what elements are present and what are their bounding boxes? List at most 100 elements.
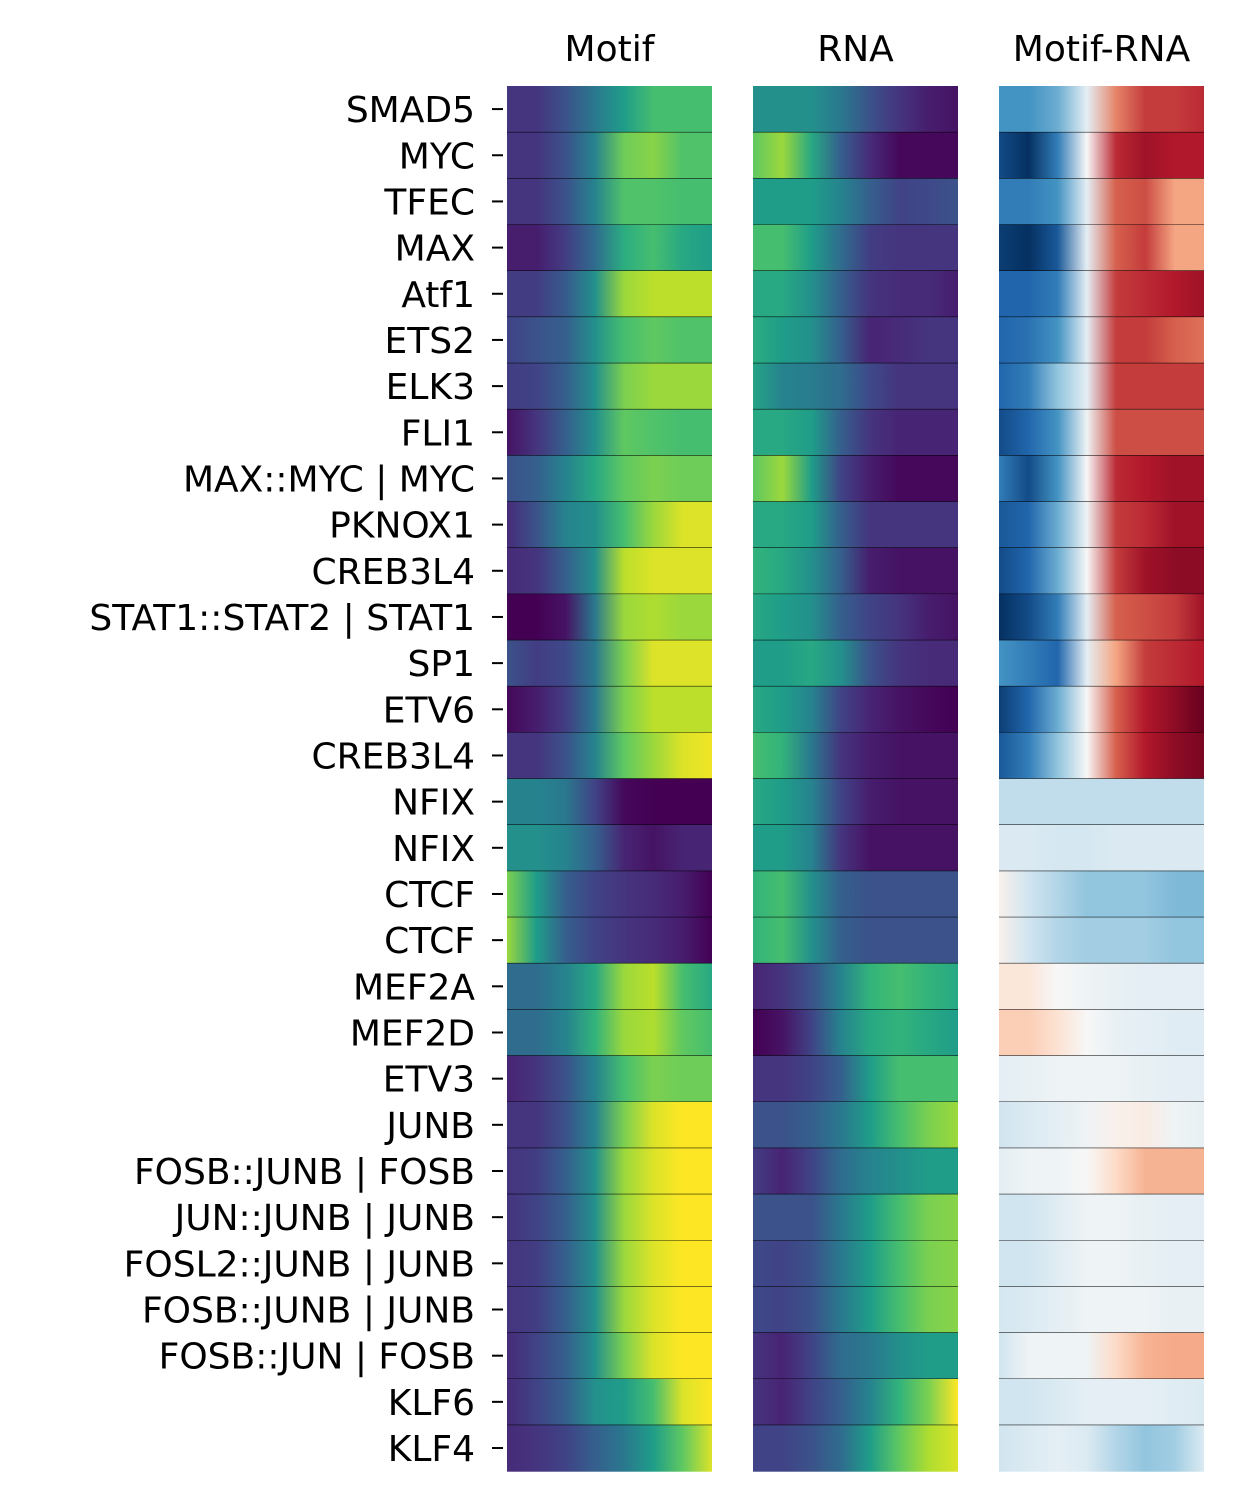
row-label: CTCF [384,921,475,962]
row-label: MEF2A [353,967,475,1008]
heatmap-row [999,409,1204,456]
heatmap-row [507,870,712,918]
row-label: FLI1 [401,413,475,454]
heatmap-row [753,824,958,872]
heatmap-row [999,1240,1204,1288]
row-label: NFIX [392,783,475,824]
row-label: ELK3 [386,367,475,408]
panel-title-1: Motif [565,29,656,70]
heatmap-row [753,870,958,918]
heatmap-row [999,870,1204,918]
row-label: PKNOX1 [329,506,475,547]
heatmap-row [507,686,712,733]
heatmap-row [753,1424,958,1472]
heatmap-row [999,178,1204,226]
heatmap-row [999,686,1204,733]
heatmap-row [999,501,1204,549]
heatmap-row [507,363,712,410]
heatmap-row [507,1378,712,1426]
heatmap-row [507,455,712,503]
heatmap-panel-1 [507,86,712,1472]
heatmap-row [999,1378,1204,1426]
heatmap-row [753,1055,958,1103]
row-label: STAT1::STAT2 | STAT1 [89,598,475,639]
heatmap-row [753,917,958,964]
heatmap-row [507,963,712,1010]
row-label: FOSB::JUNB | FOSB [134,1152,475,1193]
heatmap-row [753,1332,958,1380]
row-label: NFIX [392,829,475,870]
heatmap-row [753,1101,958,1149]
heatmap-row [507,593,712,641]
heatmap-row [753,224,958,272]
heatmap-row [999,778,1204,826]
heatmap-row [507,824,712,872]
heatmap-row [999,363,1204,410]
heatmap-row [507,224,712,272]
heatmap-row [999,963,1204,1010]
heatmap-row [753,1009,958,1057]
heatmap-row [507,640,712,687]
heatmap-row [507,547,712,595]
heatmap-row [753,178,958,226]
heatmap-row [507,270,712,318]
row-label: ETS2 [385,321,476,362]
row-label: MYC [399,136,475,177]
row-label: ETV3 [383,1060,475,1101]
panel-titles: Motif RNA Motif-RNA [565,29,1191,70]
heatmap-row [507,1009,712,1057]
row-label: KLF6 [388,1383,475,1424]
heatmap-row [753,363,958,410]
heatmap-row [507,132,712,179]
panel-title-2: RNA [817,29,894,70]
heatmap-row [753,778,958,826]
row-label: MAX::MYC | MYC [183,459,475,500]
heatmap-row [753,270,958,318]
heatmap-row [753,1194,958,1241]
heatmap-row [507,86,712,133]
heatmap-row [999,1009,1204,1057]
heatmap-panels [507,86,1204,1472]
row-label: TFEC [383,182,475,223]
row-label: SP1 [408,644,475,685]
heatmap-row [999,1332,1204,1380]
heatmap-row [753,316,958,364]
heatmap-row [753,455,958,503]
heatmap-row [999,316,1204,364]
row-label: CREB3L4 [312,552,475,593]
heatmap-row [507,778,712,826]
heatmap-row [753,686,958,733]
heatmap-row [753,732,958,780]
heatmap-row [753,640,958,687]
heatmap-row [753,1147,958,1195]
heatmap-row [999,1055,1204,1103]
row-label: FOSB::JUN | FOSB [159,1337,475,1378]
heatmap-panel-3 [999,86,1204,1472]
heatmap-row [507,1332,712,1380]
heatmap-row [999,593,1204,641]
heatmap-row [753,501,958,549]
heatmap-row [753,1240,958,1288]
heatmap-row [753,132,958,179]
heatmap-row [999,917,1204,964]
heatmap-row [999,86,1204,133]
heatmap-row [999,224,1204,272]
row-label: Atf1 [401,275,475,316]
heatmap-row [999,1101,1204,1149]
heatmap-row [507,917,712,964]
heatmap-row [999,824,1204,872]
heatmap-row [999,132,1204,179]
row-label: CTCF [384,875,475,916]
heatmap-row [507,1147,712,1195]
heatmap-row [999,1286,1204,1334]
heatmap-row [753,547,958,595]
row-label: JUNB [384,1106,475,1147]
heatmap-row [507,1240,712,1288]
heatmap-row [507,732,712,780]
heatmap-row [507,1101,712,1149]
row-label: JUN::JUNB | JUNB [173,1198,475,1239]
row-label: CREB3L4 [312,736,475,777]
heatmap-row [753,593,958,641]
heatmap-row [507,409,712,456]
heatmap-row [753,1378,958,1426]
